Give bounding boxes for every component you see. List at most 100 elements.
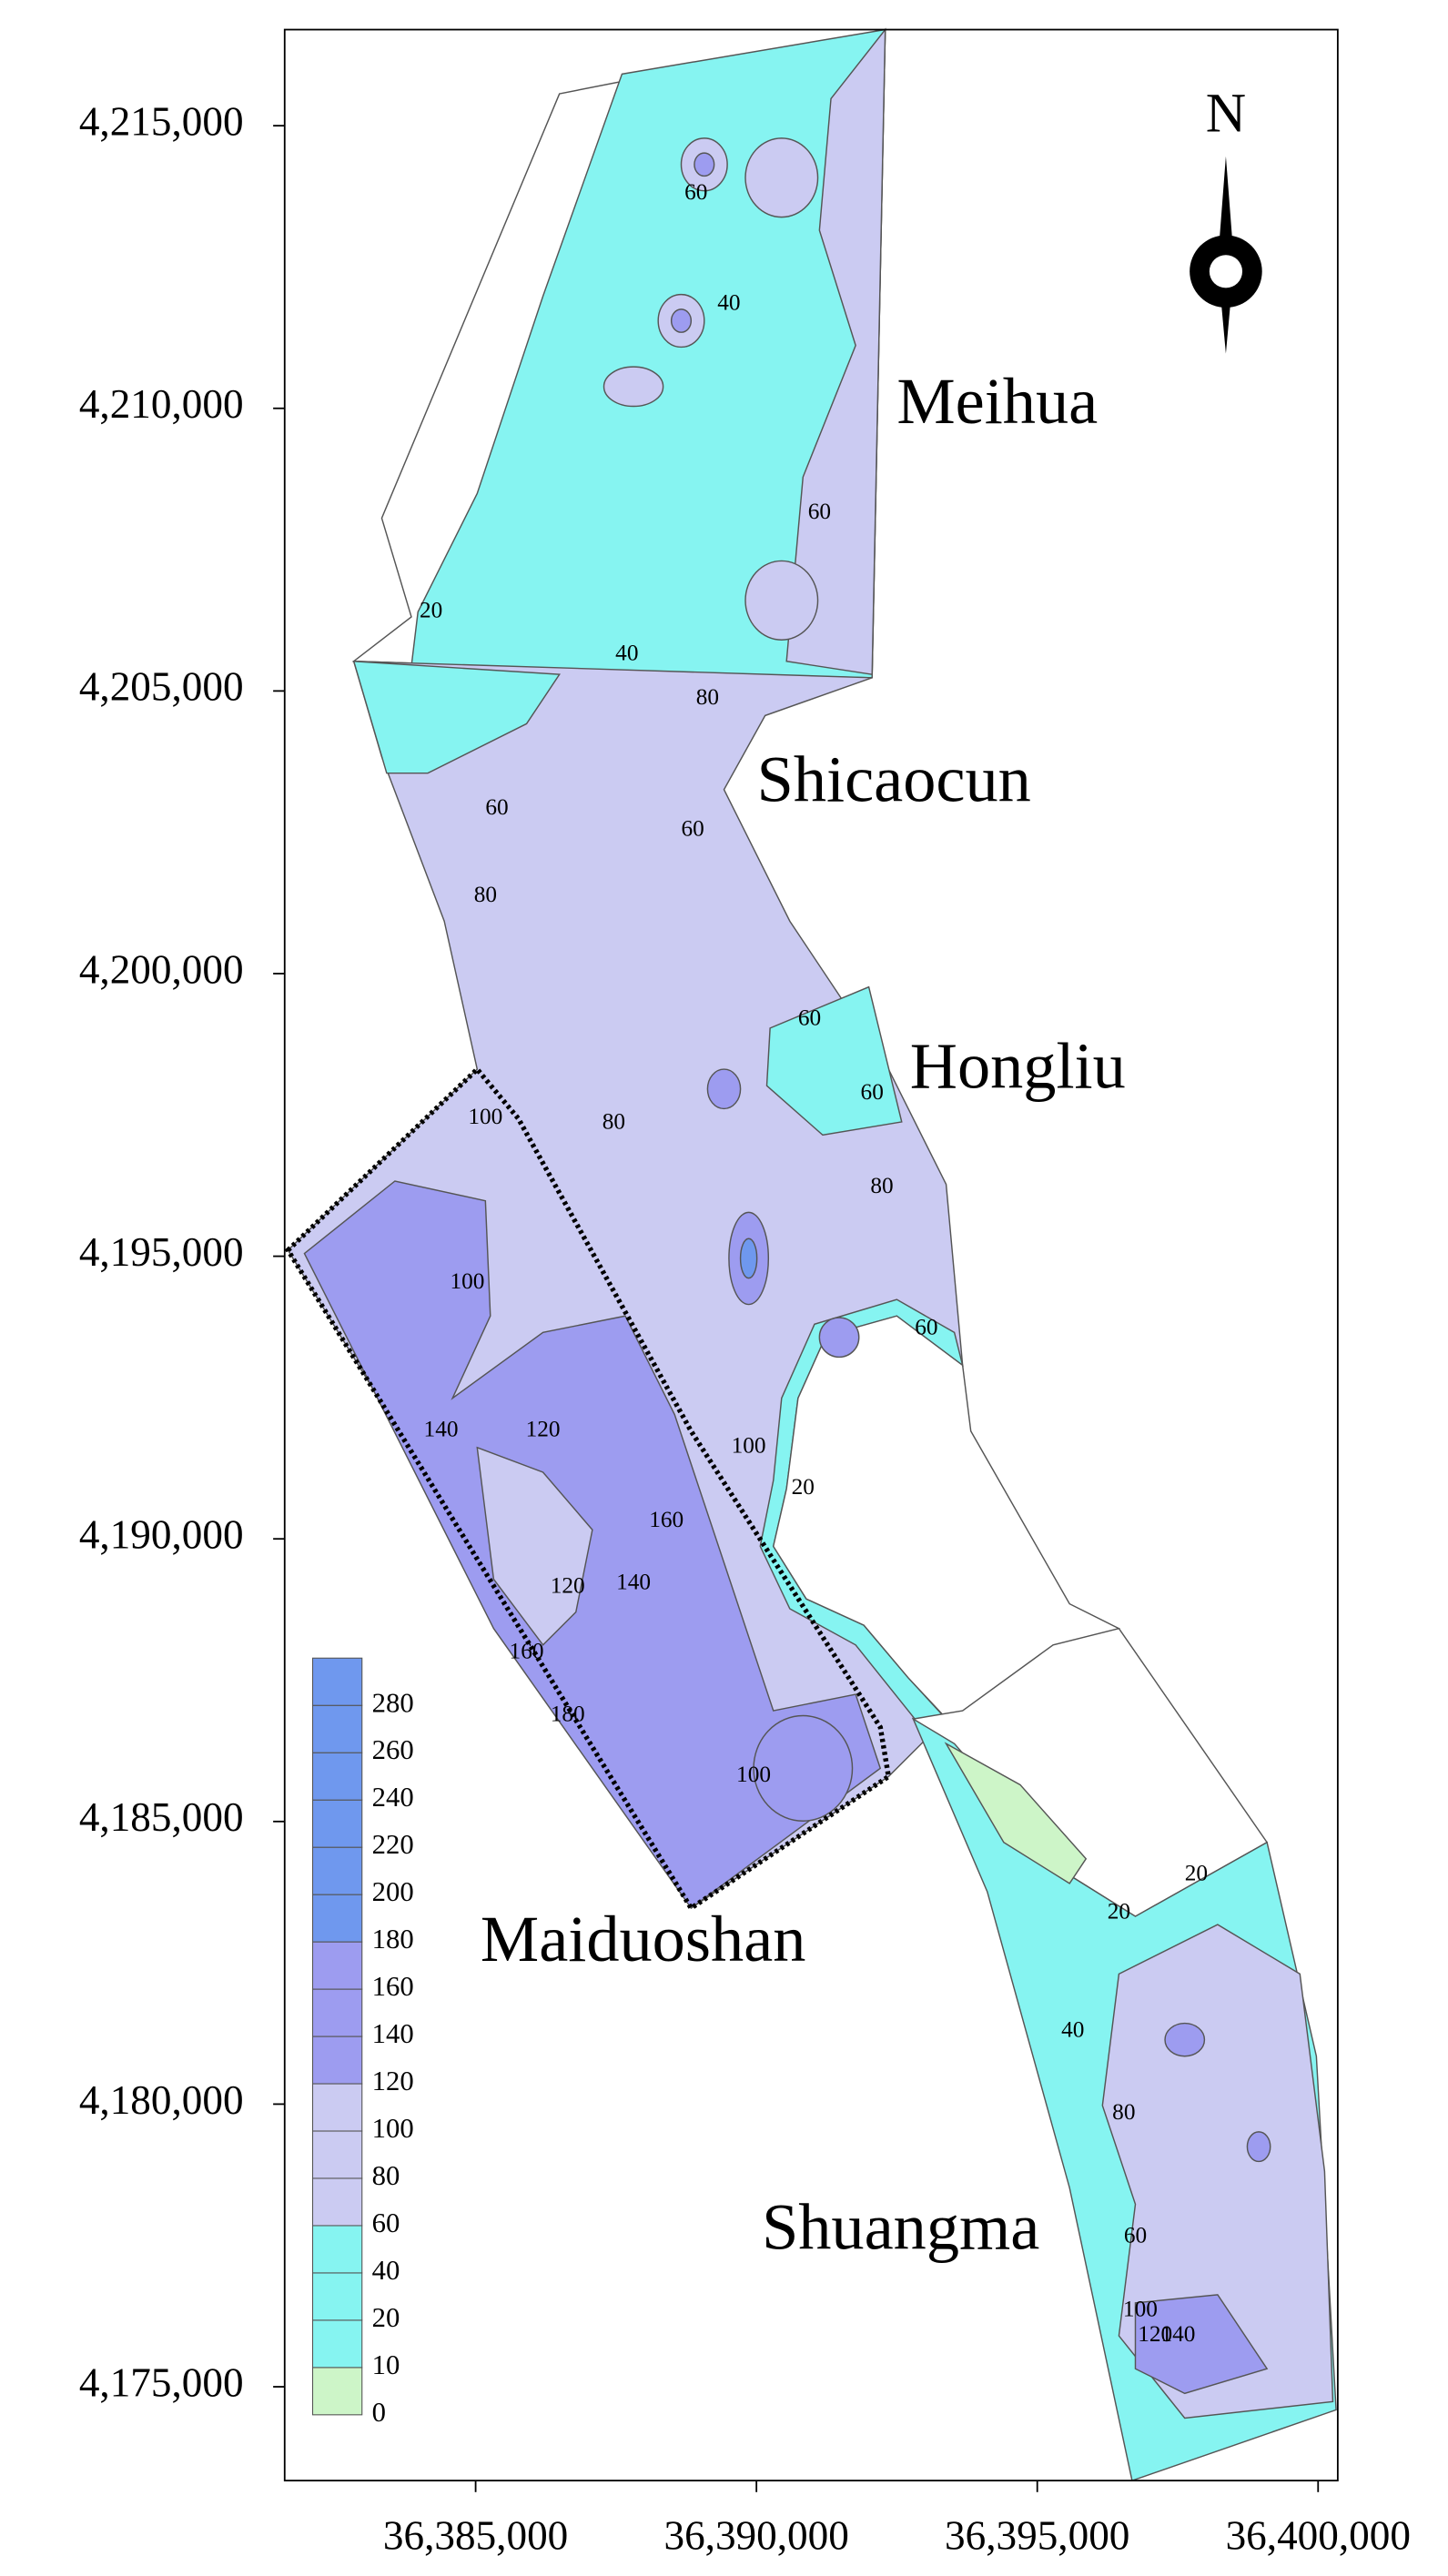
legend-swatch bbox=[311, 1799, 363, 1848]
legend-swatch bbox=[311, 1846, 363, 1895]
region-label: Meihua bbox=[896, 365, 1098, 438]
contour-label: 40 bbox=[717, 289, 740, 315]
legend-swatch bbox=[311, 1941, 363, 1990]
legend-swatch bbox=[311, 2036, 363, 2085]
arrow-inner bbox=[1209, 255, 1243, 288]
contour-label: 60 bbox=[1124, 2222, 1147, 2248]
maiduoshan-boundary bbox=[284, 1066, 892, 1912]
blob bbox=[1164, 2022, 1206, 2057]
legend-label: 240 bbox=[372, 1782, 414, 1813]
y-tick-label: 4,205,000 bbox=[79, 664, 244, 710]
contour-label: 20 bbox=[1108, 1898, 1130, 1924]
contour-label: 100 bbox=[736, 1762, 771, 1787]
legend-label: 220 bbox=[372, 1829, 414, 1860]
north-arrow bbox=[1190, 156, 1262, 354]
legend-label: 20 bbox=[372, 2302, 400, 2333]
contour-label: 20 bbox=[420, 597, 442, 622]
region-label: Maiduoshan bbox=[481, 1903, 805, 1975]
contour-label: 80 bbox=[870, 1173, 893, 1198]
contour-label: 80 bbox=[1112, 2099, 1135, 2125]
contour-label: 160 bbox=[510, 1639, 544, 1664]
legend-label: 160 bbox=[372, 1971, 414, 2002]
region-label: Shuangma bbox=[762, 2191, 1039, 2264]
legend-swatch bbox=[311, 1752, 363, 1801]
blob bbox=[670, 308, 693, 333]
y-tick-label: 4,190,000 bbox=[79, 1512, 244, 1558]
map-shapes bbox=[284, 27, 1337, 2482]
contour-label: 40 bbox=[615, 640, 638, 665]
legend-label: 100 bbox=[372, 2113, 414, 2144]
legend: 0 10 20 40 60 80 100 120 140 160 180 200 220 240 260 28… bbox=[311, 1657, 414, 2428]
contour-label: 180 bbox=[551, 1701, 585, 1726]
contour-label: 140 bbox=[424, 1417, 459, 1442]
legend-label: 120 bbox=[372, 2066, 414, 2096]
x-tick-label: 36,395,000 bbox=[945, 2513, 1129, 2559]
legend-label: 180 bbox=[372, 1924, 414, 1955]
contour-label: 100 bbox=[732, 1433, 766, 1459]
blob bbox=[744, 560, 819, 641]
x-tick-label: 36,400,000 bbox=[1226, 2513, 1411, 2559]
legend-swatch bbox=[311, 1704, 363, 1753]
contour-label: 40 bbox=[1061, 2016, 1084, 2042]
region-label: Hongliu bbox=[910, 1029, 1126, 1102]
contour-label: 60 bbox=[684, 179, 707, 205]
legend-swatch bbox=[311, 1894, 363, 1943]
y-tick-label: 4,215,000 bbox=[79, 99, 244, 145]
blob bbox=[744, 137, 819, 218]
hongliu-cyan bbox=[765, 985, 903, 1136]
legend-label: 280 bbox=[372, 1687, 414, 1718]
y-tick-label: 4,195,000 bbox=[79, 1229, 244, 1275]
blob bbox=[694, 152, 715, 177]
contour-label: 60 bbox=[681, 816, 704, 842]
legend-swatch bbox=[311, 2367, 363, 2416]
legend-label: 200 bbox=[372, 1876, 414, 1907]
contour-label: 100 bbox=[1123, 2297, 1158, 2322]
y-tick-label: 4,200,000 bbox=[79, 946, 244, 992]
legend-label: 80 bbox=[372, 2160, 400, 2191]
legend-label: 40 bbox=[372, 2255, 400, 2286]
contour-label: 140 bbox=[1161, 2321, 1196, 2347]
shuangma-lavender bbox=[1101, 1924, 1334, 2419]
legend-swatch bbox=[311, 2130, 363, 2179]
contour-label: 80 bbox=[696, 684, 719, 710]
legend-label: 260 bbox=[372, 1734, 414, 1765]
x-tick-label: 36,385,000 bbox=[383, 2513, 568, 2559]
legend-label: 140 bbox=[372, 2018, 414, 2049]
blob bbox=[706, 1068, 742, 1110]
contour-label: 60 bbox=[798, 1005, 821, 1031]
legend-swatch bbox=[311, 2083, 363, 2132]
contour-label: 60 bbox=[808, 499, 831, 524]
contour-label: 60 bbox=[915, 1315, 937, 1340]
shuangma-purple bbox=[1134, 2294, 1269, 2395]
legend-swatch bbox=[311, 1988, 363, 2037]
legend-label: 0 bbox=[372, 2397, 386, 2428]
blob bbox=[602, 366, 664, 408]
contour-label: 20 bbox=[1185, 1861, 1208, 1886]
legend-swatch bbox=[311, 2319, 363, 2369]
contour-label: 20 bbox=[792, 1474, 815, 1500]
plot-frame bbox=[283, 28, 1339, 2482]
contour-label: 60 bbox=[485, 794, 508, 820]
contour-label: 120 bbox=[551, 1572, 585, 1598]
contour-label: 160 bbox=[649, 1507, 683, 1532]
lake bbox=[772, 1315, 1121, 1729]
maiduoshan-purple bbox=[303, 1180, 882, 1910]
legend-label: 60 bbox=[372, 2207, 400, 2238]
contour-label: 100 bbox=[468, 1104, 502, 1129]
y-tick-label: 4,180,000 bbox=[79, 2077, 244, 2123]
shicaocun-cyan bbox=[352, 660, 562, 774]
blob bbox=[739, 1237, 758, 1279]
contour-label: 60 bbox=[861, 1079, 884, 1105]
y-tick-label: 4,185,000 bbox=[79, 1794, 244, 1840]
legend-swatch bbox=[311, 1657, 363, 1706]
legend-swatch bbox=[311, 2177, 363, 2227]
x-tick-label: 36,390,000 bbox=[663, 2513, 848, 2559]
north-label: N bbox=[1206, 82, 1246, 144]
contour-label: 120 bbox=[1138, 2321, 1172, 2347]
blob bbox=[818, 1317, 860, 1359]
contour-label: 140 bbox=[616, 1570, 651, 1595]
y-tick-label: 4,175,000 bbox=[79, 2359, 244, 2405]
y-tick-label: 4,210,000 bbox=[79, 381, 244, 427]
contour-label: 100 bbox=[450, 1268, 484, 1294]
